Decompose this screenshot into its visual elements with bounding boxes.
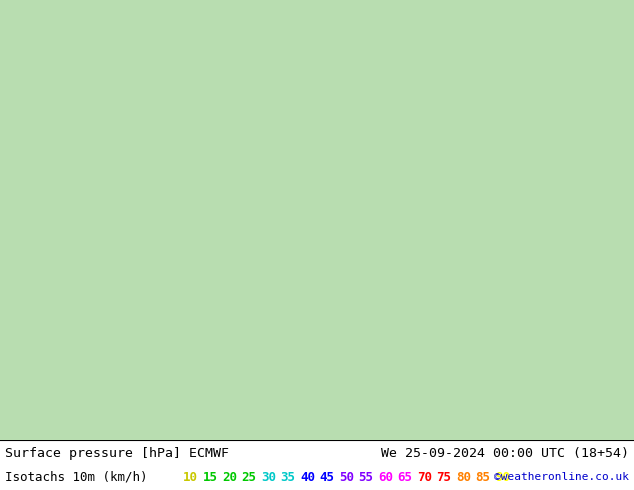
Text: 25: 25 <box>242 470 257 484</box>
Text: 30: 30 <box>261 470 276 484</box>
Text: 75: 75 <box>436 470 451 484</box>
Text: 90: 90 <box>495 470 510 484</box>
Text: 50: 50 <box>339 470 354 484</box>
Text: 55: 55 <box>358 470 373 484</box>
Text: 70: 70 <box>417 470 432 484</box>
Text: 60: 60 <box>378 470 393 484</box>
Text: 35: 35 <box>280 470 295 484</box>
Text: 45: 45 <box>320 470 335 484</box>
Text: 80: 80 <box>456 470 471 484</box>
Text: 85: 85 <box>476 470 491 484</box>
Text: 65: 65 <box>398 470 413 484</box>
Text: 20: 20 <box>222 470 237 484</box>
Text: 10: 10 <box>183 470 198 484</box>
Text: Surface pressure [hPa] ECMWF: Surface pressure [hPa] ECMWF <box>5 446 229 460</box>
Text: Isotachs 10m (km/h): Isotachs 10m (km/h) <box>5 470 148 484</box>
Text: 15: 15 <box>202 470 217 484</box>
Text: We 25-09-2024 00:00 UTC (18+54): We 25-09-2024 00:00 UTC (18+54) <box>381 446 629 460</box>
Text: ©weatheronline.co.uk: ©weatheronline.co.uk <box>494 472 629 482</box>
Text: 40: 40 <box>300 470 315 484</box>
